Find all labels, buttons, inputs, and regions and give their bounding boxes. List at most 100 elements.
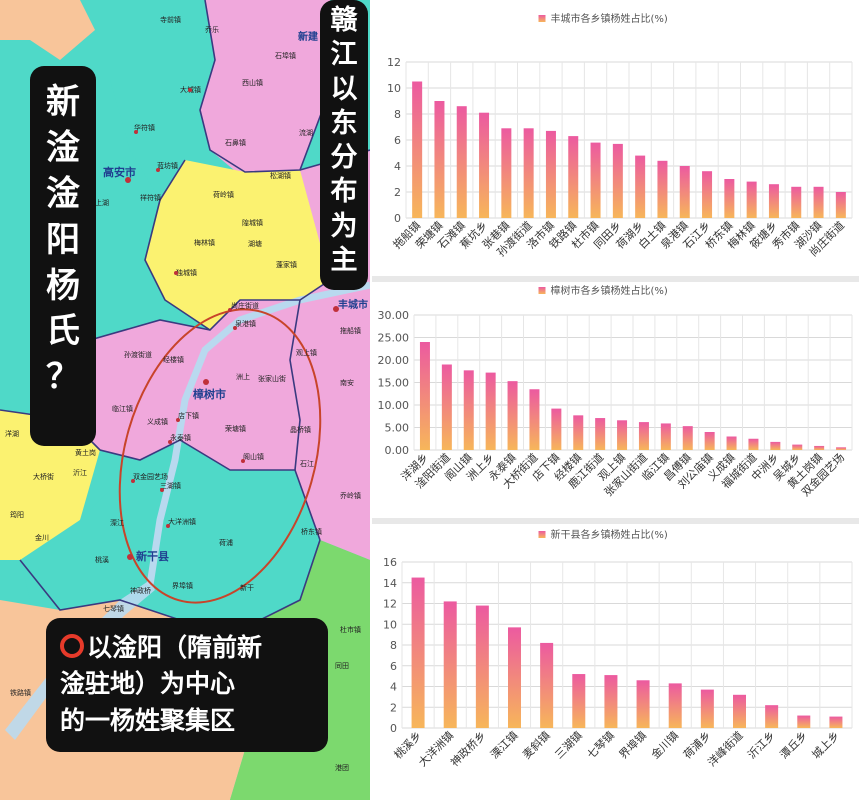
bar [419, 342, 430, 450]
bar [748, 438, 759, 450]
bar [700, 689, 714, 728]
x-tick-label: 神政桥乡 [447, 728, 488, 769]
town-label: 荷浦 [219, 538, 233, 547]
town-label: 筠阳 [10, 510, 24, 519]
chart-svg-fengcheng: 丰城市各乡镇杨姓占比(%)024681012拖船镇荣塘镇石滩镇蕉坑乡张巷镇孙渡街… [387, 12, 853, 259]
bar [813, 186, 824, 218]
bar [595, 418, 606, 450]
town-label: 石鼻镇 [225, 138, 246, 147]
region-northwest [0, 0, 95, 60]
bar [617, 420, 628, 450]
bar [638, 422, 649, 450]
x-tick-label: 三湖镇 [552, 728, 585, 761]
bar [636, 680, 650, 728]
region-zhangshu [70, 300, 300, 470]
town-label: 南安 [340, 378, 354, 387]
y-tick-label: 0 [390, 722, 397, 735]
city-label-gaoan: 高安市 [103, 165, 136, 179]
town-label: 大洋洲镇 [168, 517, 196, 526]
chart-title: 新干县各乡镇杨姓占比(%) [551, 528, 668, 541]
chart-divider [372, 276, 859, 282]
x-tick-label: 界埠镇 [616, 728, 649, 761]
y-tick-label: 4 [390, 681, 397, 694]
y-tick-label: 10.00 [378, 399, 410, 412]
city-labels: 高安市 樟树市 新干县 丰城市 新建 [103, 30, 368, 563]
town-label: 蓝坊镇 [157, 161, 178, 170]
town-label: 杜市镇 [340, 625, 361, 634]
bar [835, 192, 846, 218]
chart-fengcheng: 丰城市各乡镇杨姓占比(%) 0 2 4 6 8 10 12 拖船镇 荣塘镇 石滩镇 蕉坑乡 张巷镇 孙渡街… [372, 0, 859, 276]
town-label: 华符镇 [134, 123, 155, 132]
chart-zhangshu: 樟树市各乡镇杨姓占比(%) 0.00 5.00 10.00 15.00 20.00 25.0… [372, 282, 859, 518]
bar [724, 179, 735, 218]
y-tick-label: 6 [394, 134, 401, 147]
y-tick-label: 8 [390, 639, 397, 652]
region-xingan [20, 440, 320, 630]
x-tick-label: 城上乡 [810, 729, 843, 762]
town-label: 黄土岗 [75, 448, 96, 457]
bar [479, 112, 490, 218]
bar [765, 705, 779, 728]
bar [682, 426, 693, 450]
town-label: 经楼镇 [163, 355, 184, 364]
left-caption-char: 淦 [46, 173, 80, 214]
y-tick-label: 0.00 [385, 444, 410, 457]
cluster-ellipse [118, 308, 322, 604]
region-west [0, 410, 100, 560]
y-tick-label: 5.00 [385, 422, 410, 435]
y-tick-label: 16 [383, 556, 397, 569]
left-caption-char: 氏 [46, 311, 80, 352]
bar [770, 441, 781, 450]
left-caption-char: 阳 [46, 219, 80, 260]
bar [726, 436, 737, 450]
town-label: 荷岭镇 [213, 190, 234, 199]
chart-title-group: 丰城市各乡镇杨姓占比(%) [538, 12, 668, 25]
town-label: 蓬家镇 [276, 260, 297, 269]
town-label: 乔岭镇 [340, 491, 361, 500]
town-label: 义成镇 [147, 417, 168, 426]
region-north-fengcheng [145, 160, 330, 330]
left-caption-char: 新 [46, 82, 80, 122]
town-label: 三湖镇 [160, 481, 181, 490]
town-label: 乔乐 [205, 25, 219, 34]
chart-title: 丰城市各乡镇杨姓占比(%) [551, 12, 668, 25]
gaoan-dot [125, 177, 131, 183]
ganjiang-river-upper [146, 281, 370, 586]
town-label: 双金园艺场 [133, 472, 168, 481]
x-tick-label: 洋峰街道 [705, 728, 746, 769]
bar [814, 445, 825, 450]
top-caption-char: 以 [330, 73, 358, 105]
left-caption-char: 杨 [46, 265, 80, 306]
top-caption-char: 东 [330, 107, 358, 139]
top-caption-char: 江 [330, 39, 358, 71]
town-label: 拖船镇 [340, 326, 361, 335]
y-tick-label: 6 [390, 660, 397, 673]
bar [836, 447, 847, 450]
left-caption-char: ？ [46, 357, 80, 398]
town-label: 大桥街 [33, 472, 54, 481]
legend-swatch [538, 15, 546, 22]
bar [568, 136, 579, 218]
bar [545, 130, 556, 218]
y-tick-label: 0 [394, 212, 401, 225]
town-label: 祥符镇 [140, 193, 161, 202]
town-label: 阁山镇 [243, 452, 264, 461]
town-label: 溧江 [110, 518, 124, 527]
x-tick-label: 麦斜镇 [520, 728, 553, 761]
town-label: 张家山街 [258, 374, 286, 383]
bar [463, 370, 474, 450]
bar [411, 577, 425, 728]
chart-title: 樟树市各乡镇杨姓占比(%) [551, 284, 668, 297]
bar [572, 674, 586, 728]
bar [523, 128, 534, 218]
bar [657, 160, 668, 218]
y-tick-label: 12 [387, 56, 401, 69]
town-label: 七琴镇 [103, 604, 124, 613]
town-label: 湖塘 [248, 239, 262, 248]
bar [485, 372, 496, 450]
chart-title-group: 樟树市各乡镇杨姓占比(%) [538, 284, 668, 297]
town-label: 新干 [240, 583, 254, 592]
bar [660, 423, 671, 450]
y-tick-label: 25.00 [378, 332, 410, 345]
bar [590, 142, 601, 218]
